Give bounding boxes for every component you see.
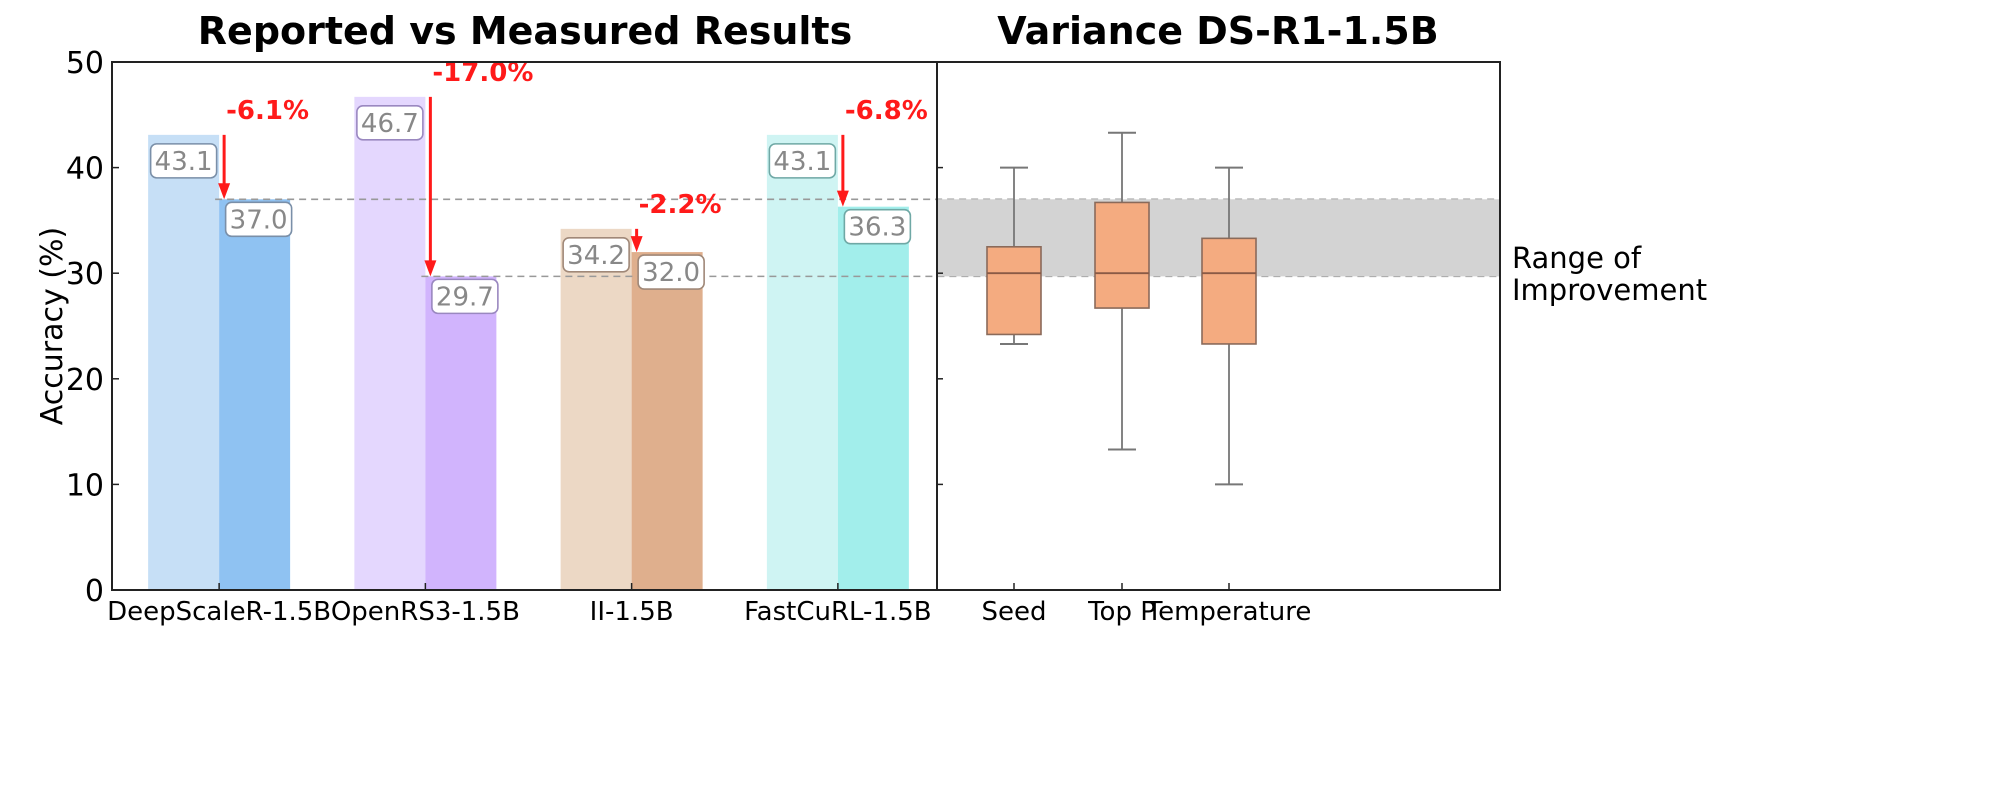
bar-measured (425, 276, 497, 590)
value-label-measured-box (637, 254, 705, 290)
y-axis-label: Accuracy (%) (35, 227, 70, 425)
value-labels-group: 43.1 37.0 46.7 29.7 34.2 32.0 43.1 36.3 (149, 105, 912, 315)
value-label-measured-box (843, 208, 912, 245)
x-tick-label: DeepScaleR-1.5B (107, 597, 331, 627)
x-tick-label: Seed (982, 597, 1047, 627)
y-tick-label: 40 (66, 152, 104, 187)
value-label-reported-box (356, 105, 424, 141)
value-label-reported: 43.1 (773, 147, 831, 177)
y-tick-label: 30 (66, 257, 104, 292)
y-tick-label: 0 (85, 574, 104, 609)
delta-label: -2.2% (639, 190, 722, 220)
value-label-reported-box (562, 237, 630, 273)
y-tick-label: 50 (66, 46, 104, 81)
delta-arrow-head (424, 260, 437, 277)
x-tick-label: FastCuRL-1.5B (744, 597, 932, 627)
left-panel-reported-vs-measured: Reported vs Measured Results Accuracy (%… (35, 9, 1500, 627)
x-tick-label: OpenRS3-1.5B (331, 597, 520, 627)
band-label-line1: Range of (1512, 241, 1642, 275)
x-ticks-group: DeepScaleR-1.5B OpenRS3-1.5B II-1.5B FastCu… (107, 583, 932, 627)
bar-reported (148, 134, 220, 590)
x-tick-label: II-1.5B (590, 597, 674, 627)
delta-arrows-group: -6.1%-17.0%-2.2%-6.8% (218, 58, 928, 277)
left-bars-group (148, 96, 909, 591)
delta-arrow-head (630, 236, 643, 253)
bar-measured (219, 199, 291, 590)
value-label-reported-box (149, 143, 218, 179)
value-label-reported: 43.1 (155, 147, 213, 177)
band-label-line2: Improvement (1512, 273, 1707, 307)
value-label-measured: 29.7 (436, 282, 494, 312)
value-label-measured: 37.0 (230, 205, 288, 235)
box-iqr (1201, 237, 1257, 345)
y-tick-label: 20 (66, 363, 104, 398)
bar-measured (837, 206, 909, 590)
bar-reported (560, 228, 632, 590)
delta-arrow-head (218, 183, 231, 200)
x-tick-label: Temperature (1146, 597, 1312, 627)
value-label-measured: 32.0 (642, 258, 700, 288)
bar-measured (631, 252, 703, 590)
value-label-measured-box (431, 278, 499, 315)
right-plot-frame (936, 61, 1501, 591)
box-iqr (1094, 201, 1150, 309)
delta-label: -6.8% (845, 96, 928, 126)
bar-reported (354, 96, 426, 591)
right-chart-title: Variance DS-R1-1.5B (997, 9, 1438, 53)
value-label-measured: 36.3 (848, 213, 906, 243)
y-tick-label: 10 (66, 468, 104, 503)
left-chart-title: Reported vs Measured Results (198, 9, 852, 53)
delta-label: -6.1% (226, 96, 309, 126)
box-iqr (986, 246, 1042, 336)
delta-arrow-head (836, 190, 849, 207)
right-panel-variance: Variance DS-R1-1.5B Seed Top PTemperature… (936, 9, 1707, 627)
value-label-measured-box (224, 201, 293, 238)
bar-reported (766, 134, 838, 590)
value-label-reported: 34.2 (567, 241, 625, 271)
y-ticks-group: 0 10 20 30 40 50 (66, 46, 119, 609)
value-label-reported: 46.7 (361, 109, 419, 139)
boxes-group (986, 131, 1257, 486)
x-tick-label: Top P (1087, 597, 1156, 627)
value-label-reported-box (768, 143, 837, 179)
